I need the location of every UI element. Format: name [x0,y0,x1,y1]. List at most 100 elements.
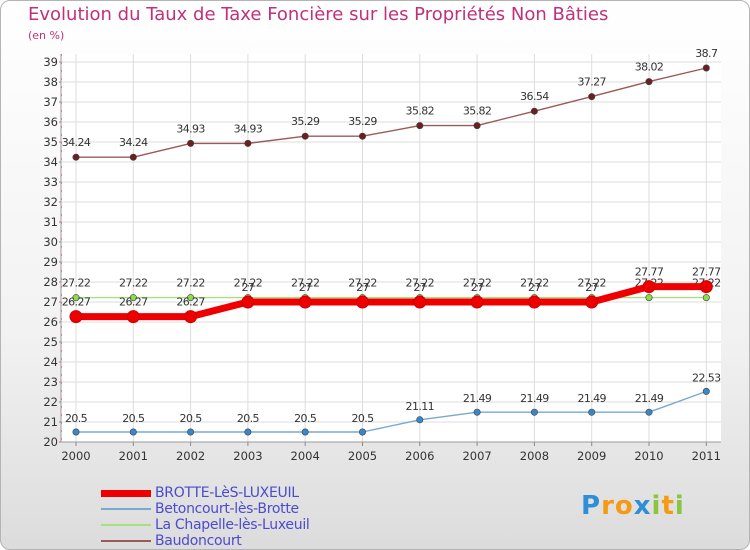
y-tick-label: 21 [43,415,58,429]
chart-title: Evolution du Taux de Taxe Foncière sur l… [28,4,609,25]
data-point [72,153,80,161]
data-label: 34.24 [62,136,91,149]
data-label: 27 [241,281,254,294]
data-point [470,295,484,309]
legend-item: La Chapelle-lès-Luxeuil [101,517,310,533]
data-label: 27 [299,281,312,294]
data-point [298,295,312,309]
data-label: 21.49 [577,392,606,405]
data-label: 27.22 [406,277,435,290]
data-label: 34.93 [234,122,263,135]
data-point [241,295,255,309]
legend-label: Betoncourt-lès-Brotte [155,501,299,517]
logo-letter: x [633,491,652,521]
data-point [358,132,366,140]
x-tick-label: 2001 [119,449,148,463]
y-tick-label: 36 [43,115,58,129]
data-point [588,93,596,101]
data-label: 27.22 [520,277,549,290]
data-point [358,428,366,436]
data-point [301,428,309,436]
data-label: 27 [585,281,598,294]
data-label: 35.29 [291,115,320,128]
data-label: 21.49 [463,392,492,405]
series-betoncourt-l-s-brotte: 20.5 20.5 20.5 20.5 20.5 20.5 21.11 21.49 21.49 2… [65,371,722,436]
data-label: 27.22 [291,277,320,290]
x-tick-label: 2005 [348,449,377,463]
data-point [473,408,481,416]
y-tick-label: 26 [43,315,58,329]
y-tick-label: 22 [43,395,58,409]
data-point [645,294,653,302]
data-label: 26.27 [62,296,91,309]
data-label: 35.29 [348,115,377,128]
x-tick-label: 2007 [462,449,491,463]
y-tick-label: 20 [43,435,58,449]
data-label: 34.24 [119,136,148,149]
legend-label: Baudoncourt [155,533,242,549]
data-label: 20.5 [122,412,145,425]
data-point [527,295,541,309]
data-label: 35.82 [406,105,435,118]
legend-swatch [101,489,151,497]
data-label: 27 [356,281,369,294]
data-point [356,295,369,309]
data-label: 21.49 [520,392,549,405]
data-label: 27.22 [577,277,606,290]
data-label: 27.22 [62,277,91,290]
data-label: 34.93 [176,122,205,135]
data-label: 27.77 [635,266,664,279]
data-label: 20.5 [237,412,260,425]
data-label: 26.27 [176,296,205,309]
data-point [301,132,309,140]
x-tick-label: 2003 [233,449,262,463]
data-label: 20.5 [180,412,203,425]
data-point [184,310,198,324]
data-point [416,122,424,130]
data-point [129,294,137,302]
legend-label: La Chapelle-lès-Luxeuil [155,517,310,533]
logo-letter: i [674,491,685,521]
y-tick-label: 23 [43,375,58,389]
data-point [702,64,710,72]
y-tick-label: 30 [43,235,58,249]
x-tick-label: 2004 [291,449,320,463]
data-point [702,387,710,395]
plot-area [61,54,721,442]
data-label: 27.22 [463,277,492,290]
logo-letter: r [601,491,615,521]
data-point [642,280,656,294]
x-tick-label: 2011 [692,449,721,463]
data-label: 27 [471,281,484,294]
y-tick-label: 39 [43,55,58,69]
y-tick-label: 32 [43,195,58,209]
y-tick-label: 25 [43,335,58,349]
logo-letter: P [581,491,602,521]
y-tick-label: 29 [43,255,58,269]
data-point [72,294,80,302]
data-point [244,139,252,147]
data-point [187,294,195,302]
data-label: 27.77 [692,266,721,279]
x-tick-label: 2008 [520,449,549,463]
data-point [585,295,599,309]
legend-swatch [101,524,151,526]
legend-label: BROTTE-LèS-LUXEUIL [155,485,299,501]
x-tick-label: 2002 [176,449,205,463]
data-point [126,310,140,324]
y-tick-label: 24 [43,355,58,369]
y-tick-label: 33 [43,175,58,189]
x-tick-label: 2000 [61,449,90,463]
data-point [187,139,195,147]
series-line [76,67,707,158]
data-label: 26.27 [119,296,148,309]
series-baudoncourt: 34.24 34.24 34.93 34.93 35.29 35.29 35.82 35.82… [62,47,719,161]
y-tick-label: 34 [43,155,58,169]
data-label: 20.5 [351,412,374,425]
x-tick-label: 2009 [577,449,606,463]
data-point [702,294,710,302]
data-point [187,428,195,436]
y-tick-label: 37 [43,95,58,109]
